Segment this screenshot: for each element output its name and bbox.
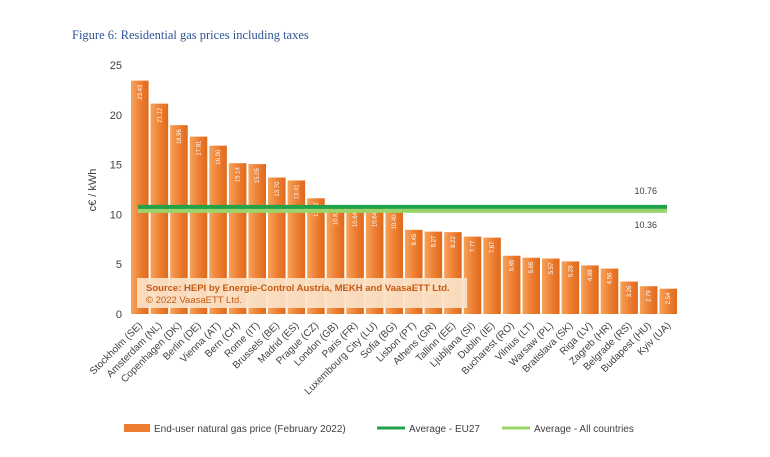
bar-value-label: 10.82: [334, 210, 340, 226]
bar: [502, 255, 521, 314]
bar-value-label: 5.28: [568, 265, 574, 277]
legend: End-user natural gas price (February 202…: [124, 424, 634, 435]
legend-label-eu27: Average - EU27: [409, 424, 480, 435]
bar: [170, 125, 188, 314]
bar: [581, 265, 599, 314]
bar: [483, 237, 501, 314]
average-eu27-value-label: 10.76: [634, 186, 657, 196]
bar-value-label: 2.79: [647, 290, 653, 302]
bar-value-label: 13.70: [275, 181, 281, 197]
bar-value-label: 5.85: [510, 259, 516, 271]
bar-value-label: 5.65: [529, 261, 535, 273]
source-box: Source: HEPI by Energie-Control Austria,…: [137, 278, 467, 308]
bar-value-label: 5.57: [549, 262, 555, 274]
bar-value-label: 2.54: [666, 292, 672, 304]
bar-value-label: 21.12: [157, 107, 163, 123]
bar-value-label: 10.64: [373, 211, 379, 227]
bar: [463, 236, 482, 314]
bar-value-label: 3.26: [627, 285, 633, 297]
legend-swatch-bar: [124, 424, 150, 432]
average-lines: 10.76 10.36: [138, 186, 667, 230]
bar: [248, 164, 266, 314]
bar-value-label: 8.22: [451, 235, 457, 247]
bar-value-label: 7.67: [490, 241, 496, 253]
x-axis-category-labels: Stockholm (SE)Amsterdam (NL)Copenhagen (…: [88, 320, 673, 397]
bar: [620, 281, 638, 314]
y-axis-label: c€ / kWh: [87, 169, 99, 212]
bar: [542, 258, 560, 314]
y-tick-label: 5: [116, 259, 122, 271]
bar: [131, 80, 149, 314]
bar: [600, 268, 619, 314]
legend-label-bar: End-user natural gas price (February 202…: [154, 424, 346, 435]
bar: [209, 145, 227, 314]
legend-label-all-countries: Average - All countries: [534, 424, 634, 435]
y-tick-label: 15: [110, 160, 122, 172]
y-tick-label: 25: [110, 60, 122, 72]
source-text-line1: Source: HEPI by Energie-Control Austria,…: [146, 283, 450, 294]
bar-value-label: 17.81: [197, 140, 203, 156]
bar: [659, 288, 677, 314]
bar-value-label: 18.96: [177, 128, 183, 144]
bar-value-label: 4.56: [608, 272, 614, 284]
source-text-line2: © 2022 VaasaETT Ltd.: [146, 295, 242, 306]
bar-value-label: 23.43: [138, 84, 144, 100]
bar-value-label: 8.45: [412, 233, 418, 245]
bar: [228, 163, 247, 314]
bar: [639, 286, 658, 314]
bar-value-label: 16.90: [216, 149, 222, 165]
average-all-countries-value-label: 10.36: [634, 220, 657, 230]
bar-value-label: 15.14: [236, 167, 242, 183]
y-tick-label: 10: [110, 209, 122, 221]
y-axis: 0 5 10 15 20 25: [110, 60, 122, 321]
bar-value-label: 13.41: [294, 184, 300, 200]
bar: [561, 261, 580, 314]
bar-value-label: 15.05: [255, 167, 261, 183]
bar-value-label: 4.88: [588, 269, 594, 281]
bar: [189, 136, 208, 314]
bar-value-label: 8.27: [431, 235, 437, 247]
bar-value-label: 10.64: [353, 211, 359, 227]
source-box-background: [137, 278, 467, 308]
bar-value-label: 7.77: [471, 240, 477, 252]
bar-value-label: 10.40: [392, 214, 398, 230]
y-tick-label: 20: [110, 110, 122, 122]
y-tick-label: 0: [116, 309, 122, 321]
bar: [522, 257, 540, 314]
figure-title: Figure 6: Residential gas prices includi…: [72, 28, 309, 42]
